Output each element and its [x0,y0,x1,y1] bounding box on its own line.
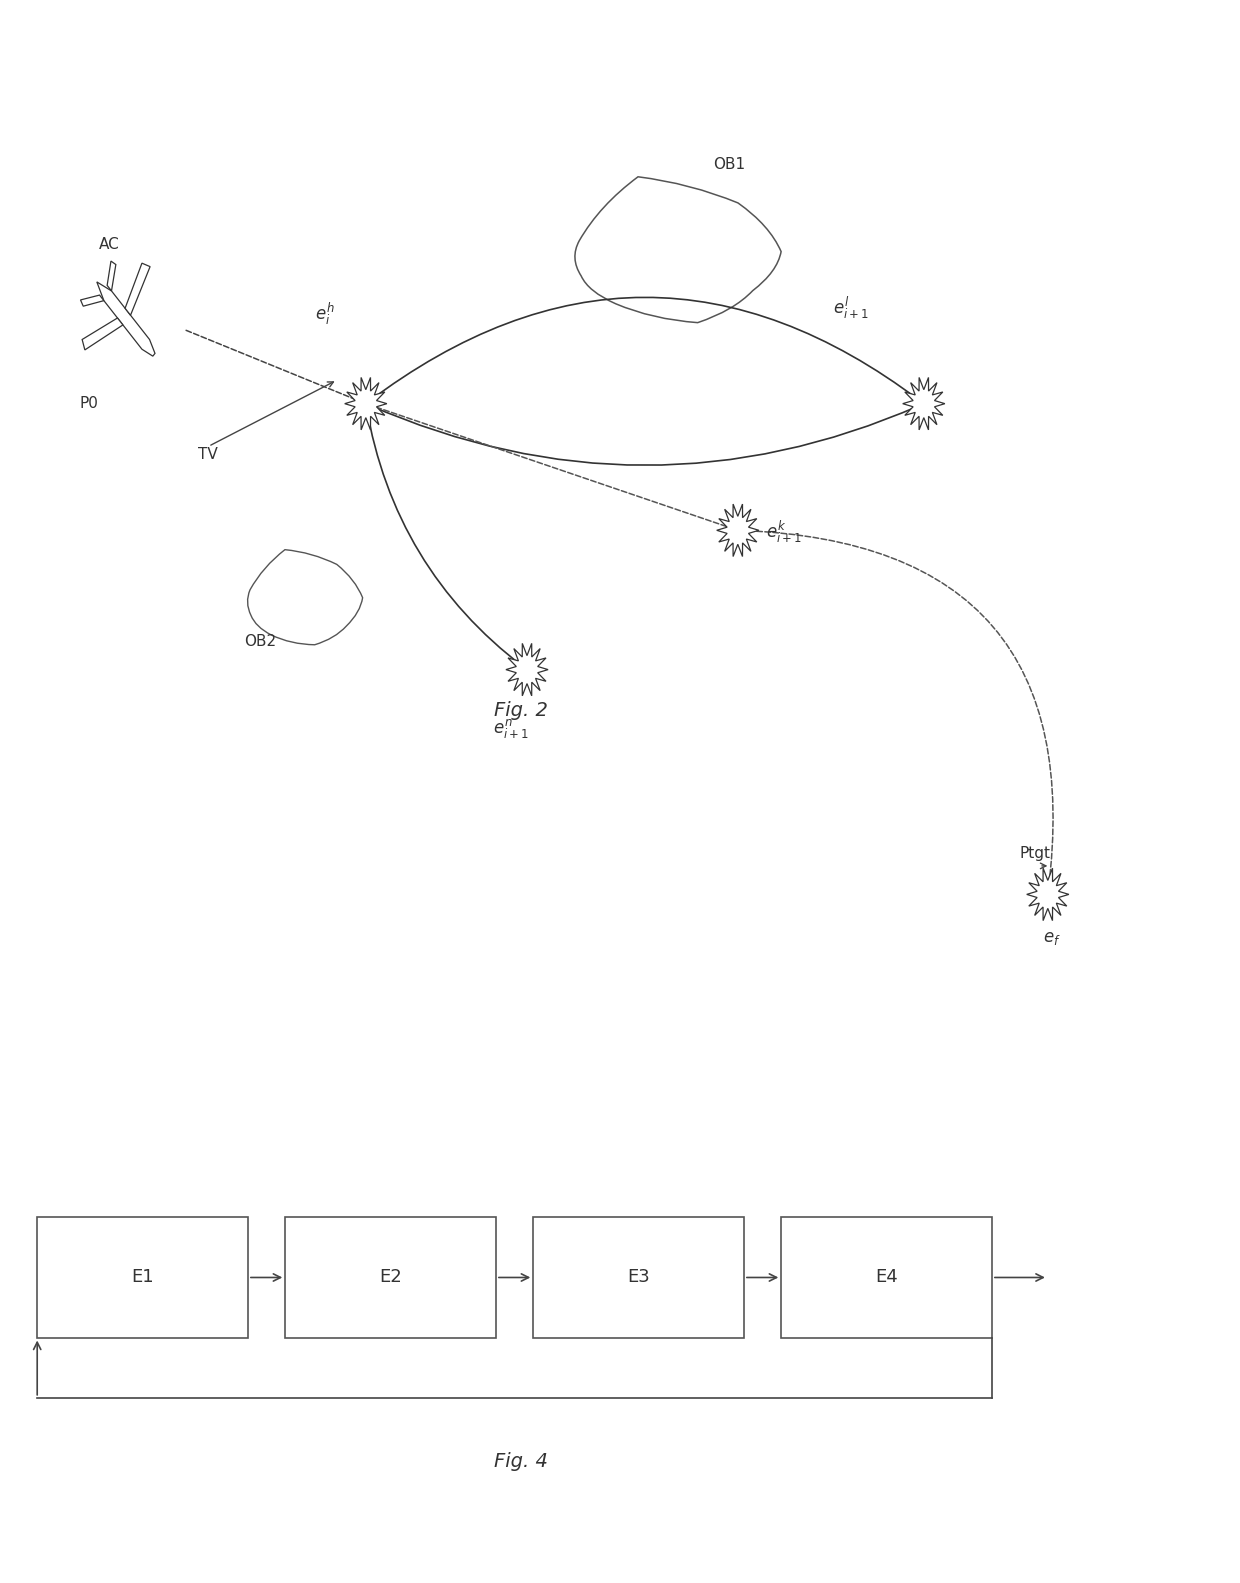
Polygon shape [82,318,123,350]
Text: AC: AC [99,236,119,252]
FancyArrowPatch shape [368,405,734,530]
Bar [285,1217,496,1338]
Polygon shape [107,261,115,291]
Polygon shape [125,263,150,315]
Polygon shape [717,503,759,557]
Text: OB2: OB2 [244,633,277,649]
Text: $e^n_{i+1}$: $e^n_{i+1}$ [492,717,529,739]
FancyArrowPatch shape [368,298,920,402]
Polygon shape [345,377,387,431]
Text: E1: E1 [131,1268,154,1287]
Bar [781,1217,992,1338]
Text: E4: E4 [875,1268,898,1287]
Text: TV: TV [198,446,218,462]
Text: P0: P0 [79,396,99,412]
FancyArrowPatch shape [250,1274,280,1281]
Polygon shape [1027,867,1069,921]
Bar [533,1217,744,1338]
Text: $e^l_{i+1}$: $e^l_{i+1}$ [833,294,869,321]
Text: E2: E2 [379,1268,402,1287]
Polygon shape [903,377,945,431]
Text: $e^k_{i+1}$: $e^k_{i+1}$ [766,519,802,546]
Text: E3: E3 [627,1268,650,1287]
FancyArrowPatch shape [746,1274,776,1281]
Text: Fig. 2: Fig. 2 [494,701,548,720]
FancyArrowPatch shape [740,530,1053,890]
Text: $e_f$: $e_f$ [1043,929,1060,947]
Text: $e^h_i$: $e^h_i$ [315,301,335,328]
FancyArrowPatch shape [368,405,920,465]
Text: Ptgt: Ptgt [1019,845,1050,861]
FancyArrowPatch shape [498,1274,528,1281]
Text: Fig. 4: Fig. 4 [494,1453,548,1472]
Polygon shape [506,643,548,697]
FancyArrowPatch shape [366,407,523,666]
Bar [37,1217,248,1338]
Polygon shape [81,294,104,306]
Text: OB1: OB1 [713,157,745,173]
Polygon shape [97,282,155,356]
